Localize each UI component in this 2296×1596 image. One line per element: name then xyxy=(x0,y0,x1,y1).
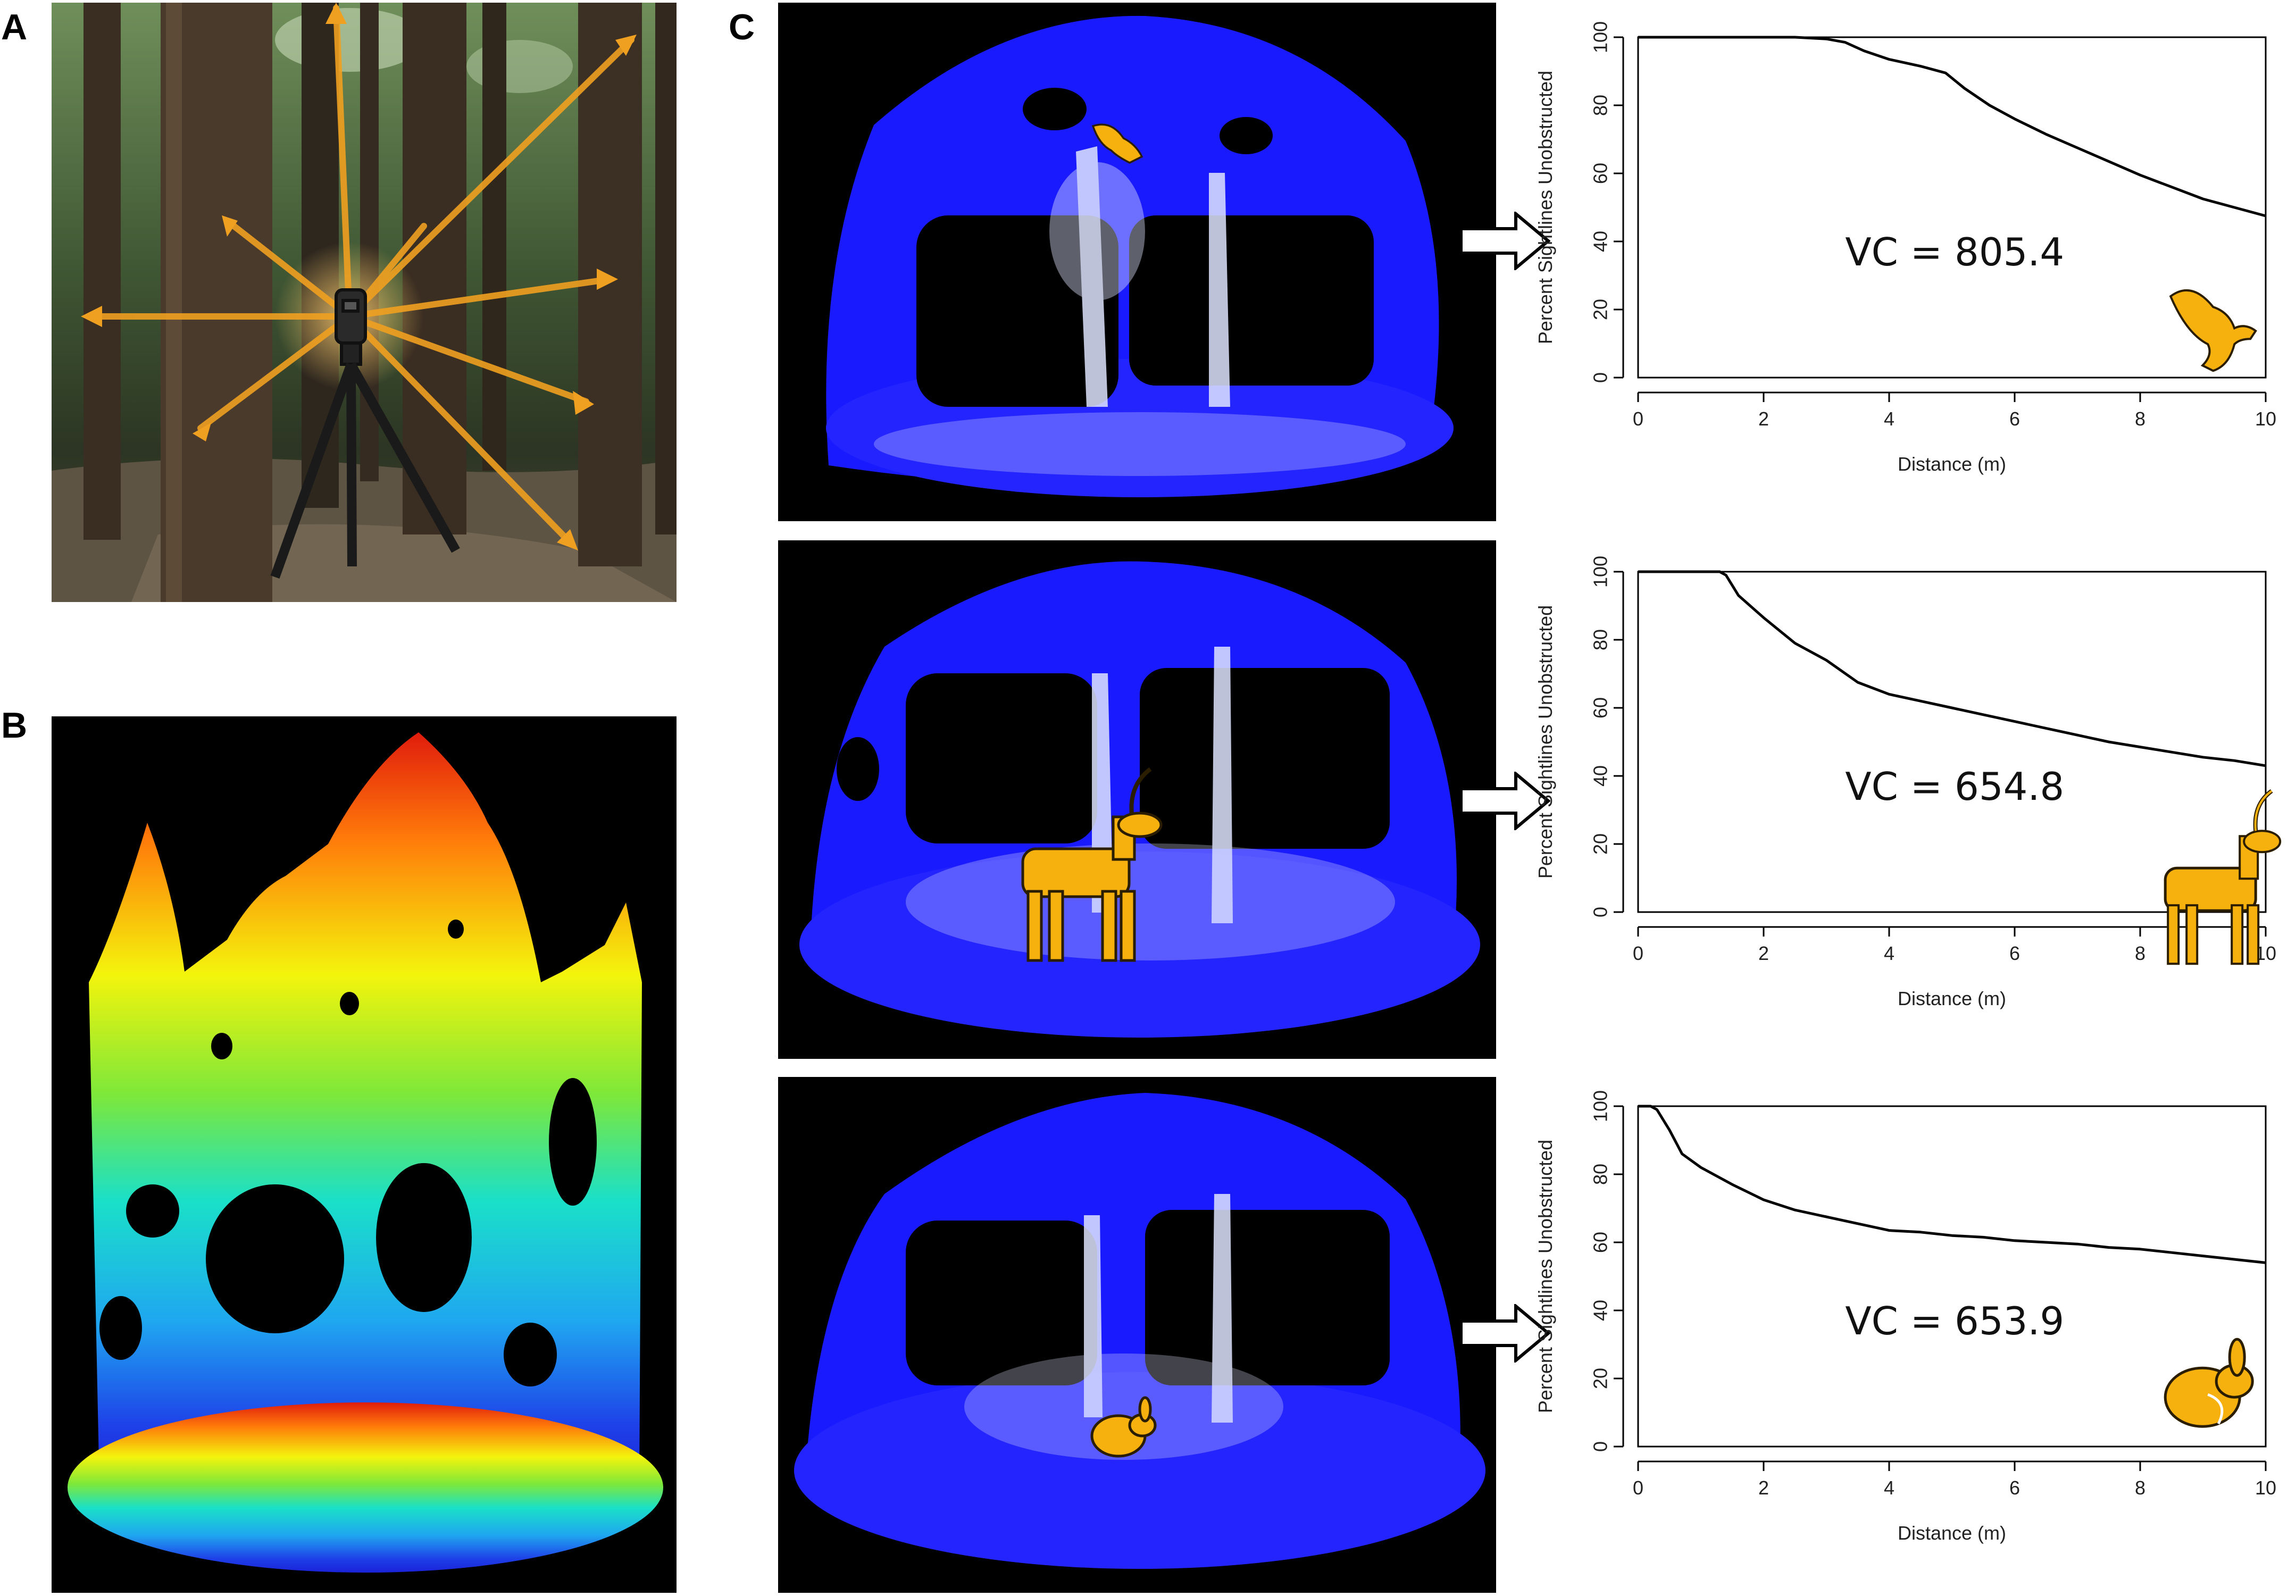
x-tick-label: 4 xyxy=(1884,1477,1894,1499)
plot-frame xyxy=(1637,1105,2267,1448)
y-tick-label: 0 xyxy=(1590,372,1612,383)
panel-label-a: A xyxy=(1,7,28,47)
y-axis-title: Percent Sightlines Unobstructed xyxy=(1534,1140,1556,1413)
x-tick-label: 0 xyxy=(1633,942,1643,964)
x-axis-title: Distance (m) xyxy=(1898,1522,2006,1544)
x-tick-label: 8 xyxy=(2135,408,2145,430)
y-tick-label: 40 xyxy=(1590,1300,1612,1321)
panel-label-b: B xyxy=(1,705,28,746)
plot-frame xyxy=(1637,36,2267,379)
rabbit-icon xyxy=(1090,1396,1157,1458)
y-axis-title: Percent Sightlines Unobstructed xyxy=(1534,71,1556,344)
plot-frame xyxy=(1637,571,2267,913)
point-cloud-deer-view xyxy=(778,540,1496,1059)
series-line xyxy=(1638,570,2266,767)
y-tick-label: 40 xyxy=(1590,765,1612,787)
series-line xyxy=(1638,36,2266,218)
right-arrow-icon xyxy=(1459,1302,1551,1365)
x-axis-title: Distance (m) xyxy=(1898,453,2006,475)
sightline-chart-eagle: 0 2 4 6 8 10 0 20 40 60 80 100 Distance (m) Percent S… xyxy=(1532,21,2287,516)
x-tick-label: 6 xyxy=(2009,408,2020,430)
point-cloud-rabbit-view xyxy=(778,1077,1496,1593)
x-tick-label: 10 xyxy=(2255,408,2276,430)
forest-scanner-photo xyxy=(52,3,677,602)
panel-label-c: C xyxy=(729,7,755,47)
x-tick-label: 4 xyxy=(1884,408,1894,430)
sightline-chart-deer: 0 2 4 6 8 10 0 20 40 60 80 100 Distance (m) Percent S… xyxy=(1532,556,2287,1050)
series-line xyxy=(1638,1105,2266,1264)
x-tick-label: 2 xyxy=(1758,1477,1769,1499)
x-tick-label: 6 xyxy=(2009,942,2020,964)
x-tick-label: 10 xyxy=(2255,1477,2276,1499)
y-tick-label: 0 xyxy=(1590,907,1612,917)
y-tick-label: 80 xyxy=(1590,629,1612,650)
deer-icon xyxy=(1021,767,1163,962)
height-colored-point-cloud xyxy=(52,716,677,1593)
deer-icon-chart xyxy=(2164,789,2282,965)
y-tick-label: 80 xyxy=(1590,1164,1612,1185)
y-tick-label: 100 xyxy=(1590,556,1612,588)
sightline-chart-rabbit: 0 2 4 6 8 10 0 20 40 60 80 100 Distance (m) Percent S… xyxy=(1532,1090,2287,1585)
y-axis-title: Percent Sightlines Unobstructed xyxy=(1534,605,1556,879)
lidar-scanner-on-tripod-icon xyxy=(270,288,460,579)
y-tick-label: 80 xyxy=(1590,95,1612,116)
vc-annotation: VC = 805.4 xyxy=(1845,230,2064,274)
eagle-icon xyxy=(2169,289,2257,372)
y-tick-label: 100 xyxy=(1590,21,1612,53)
x-axis-title: Distance (m) xyxy=(1898,988,2006,1009)
right-arrow-icon xyxy=(1459,210,1551,273)
rabbit-icon-chart xyxy=(2164,1338,2254,1428)
vc-annotation: VC = 654.8 xyxy=(1845,764,2064,809)
x-tick-label: 4 xyxy=(1884,942,1894,964)
y-tick-label: 20 xyxy=(1590,1368,1612,1389)
y-tick-label: 60 xyxy=(1590,697,1612,718)
laser-beam-lines xyxy=(86,5,634,546)
x-tick-label: 6 xyxy=(2009,1477,2020,1499)
eagle-icon xyxy=(1091,123,1143,164)
y-tick-label: 60 xyxy=(1590,163,1612,184)
right-arrow-icon xyxy=(1459,770,1551,833)
x-tick-label: 0 xyxy=(1633,408,1643,430)
deer-icon xyxy=(2164,866,2257,912)
x-tick-label: 2 xyxy=(1758,942,1769,964)
y-tick-label: 20 xyxy=(1590,833,1612,855)
x-tick-label: 8 xyxy=(2135,942,2145,964)
x-tick-label: 0 xyxy=(1633,1477,1643,1499)
x-tick-label: 8 xyxy=(2135,1477,2145,1499)
y-tick-label: 20 xyxy=(1590,299,1612,320)
vc-annotation: VC = 653.9 xyxy=(1845,1299,2064,1343)
y-tick-label: 60 xyxy=(1590,1232,1612,1253)
y-tick-label: 40 xyxy=(1590,231,1612,252)
eagle-icon-chart xyxy=(2169,289,2257,372)
y-tick-label: 0 xyxy=(1590,1441,1612,1452)
point-cloud-eagle-view xyxy=(778,3,1496,521)
x-tick-label: 2 xyxy=(1758,408,1769,430)
y-tick-label: 100 xyxy=(1590,1090,1612,1122)
